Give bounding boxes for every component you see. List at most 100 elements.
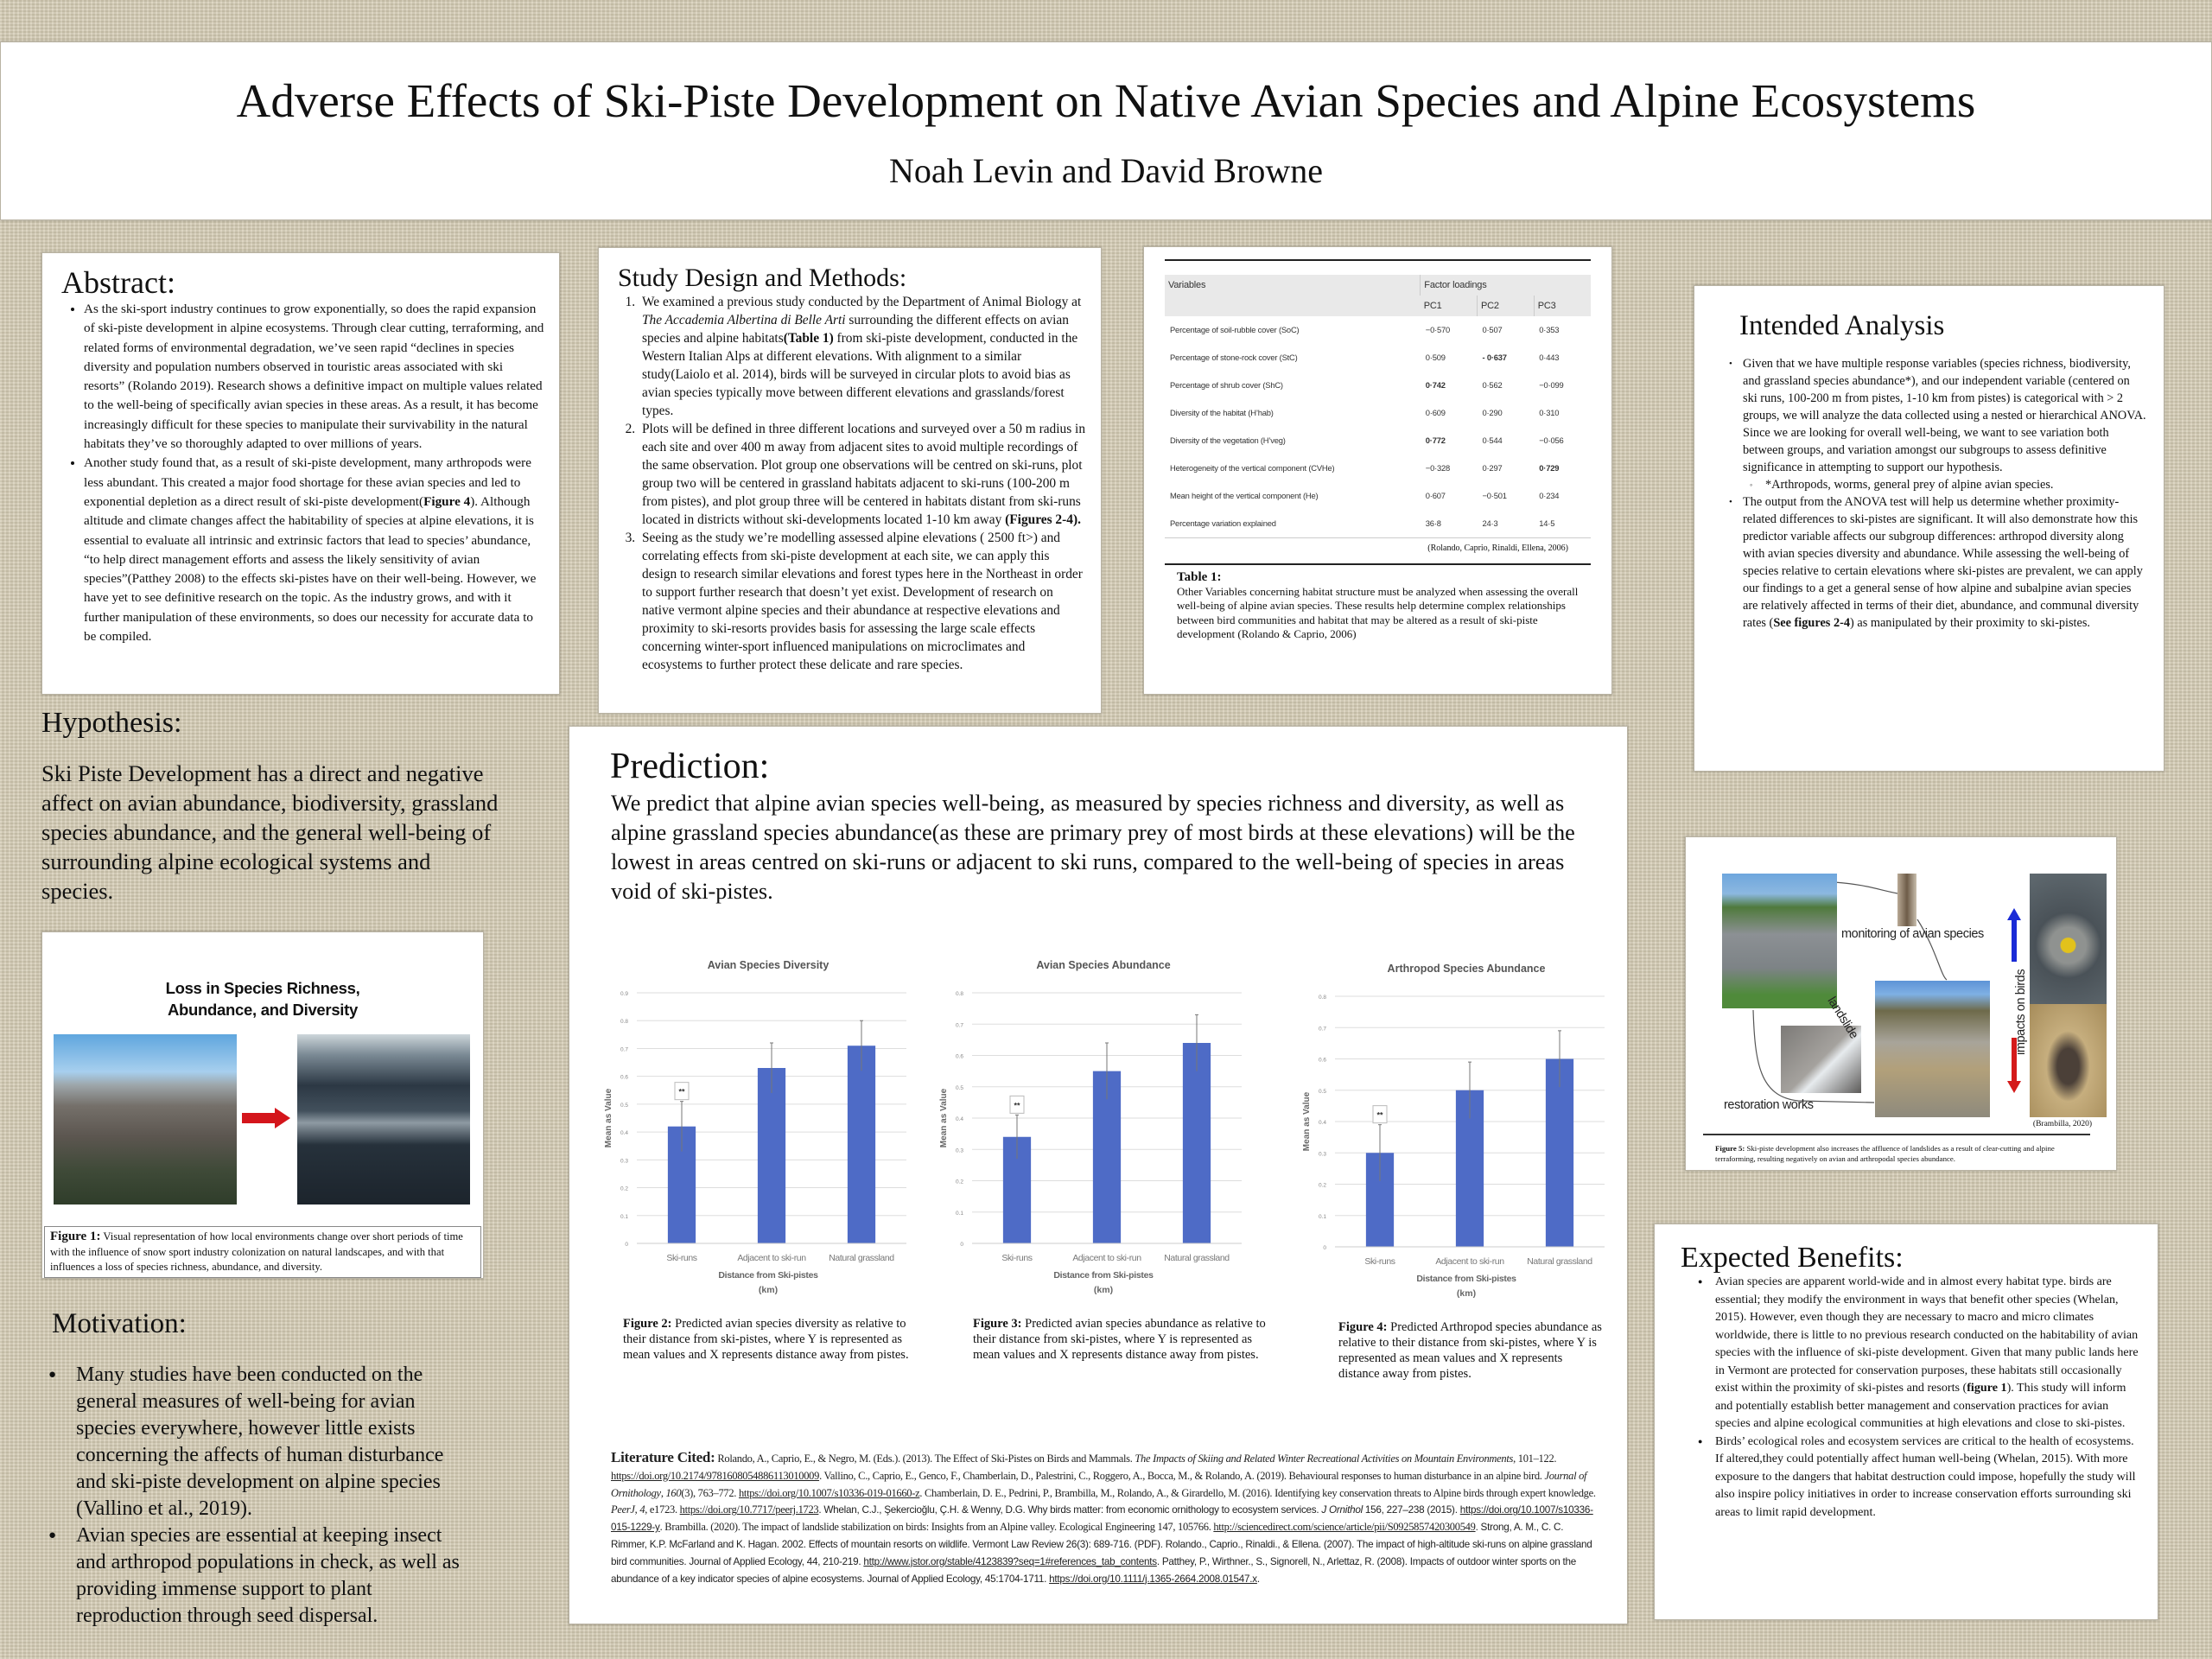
methods-panel: Study Design and Methods: We examined a …: [598, 247, 1102, 714]
methods-item: We examined a previous study conducted b…: [639, 293, 1087, 420]
row-label: Mean height of the vertical component (H…: [1170, 491, 1319, 500]
table-cell: 0·353: [1539, 325, 1560, 334]
x-axis-label: Distance from Ski-pistes: [718, 1270, 818, 1281]
abstract-item: Another study found that, as a result of…: [84, 454, 547, 646]
table-cell: 0·507: [1482, 325, 1503, 334]
y-axis-label: Mean as Value: [1302, 1091, 1312, 1151]
y-tick-label: 0.5: [620, 1103, 628, 1109]
text-segment: Rolando, A., Caprio, E., & Negro, M. (Ed…: [715, 1452, 1135, 1465]
label-monitoring: monitoring of avian species: [1841, 927, 1984, 941]
text-segment: . Chamberlain, D. E., Pedrini, P., Bramb…: [919, 1486, 1596, 1499]
table-cell: 0·509: [1425, 353, 1446, 362]
chart-title: Avian Species Abundance: [1036, 959, 1170, 971]
table-row: Percentage of soil-rubble cover (SoC) −0·…: [1165, 316, 1591, 344]
x-axis-label: Distance from Ski-pistes: [1416, 1274, 1516, 1284]
citation-link[interactable]: https://doi.org/10.1111/j.1365-2664.2008…: [1049, 1573, 1257, 1585]
text-segment: We examined a previous study conducted b…: [642, 295, 1082, 309]
abstract-item: As the ski-sport industry continues to g…: [84, 300, 547, 454]
text-segment: (Table 1): [783, 331, 834, 346]
figure1-title-line: Loss in Species Richness,: [165, 979, 360, 997]
poster-authors: Noah Levin and David Browne: [888, 151, 1324, 190]
abstract-heading: Abstract:: [61, 265, 175, 300]
citation-link[interactable]: https://doi.org/10.1007/s10336-015-1229-…: [611, 1504, 1593, 1534]
table-cell: −0·099: [1539, 380, 1564, 390]
figure4-caption: Figure 4: Predicted Arthropod species ab…: [1338, 1319, 1606, 1382]
x-tick-label: Ski-runs: [1364, 1256, 1395, 1267]
table-cell: 0·544: [1482, 435, 1503, 445]
table-row: Mean height of the vertical component (H…: [1165, 482, 1591, 510]
y-tick-label: 0.4: [1319, 1120, 1326, 1126]
significance-marker: **: [1014, 1101, 1020, 1109]
x-tick-label: Natural grassland: [1164, 1253, 1230, 1263]
text-segment: (Figures 2-4).: [1005, 512, 1081, 527]
literature-heading: Literature Cited:: [611, 1449, 715, 1465]
methods-heading: Study Design and Methods:: [618, 264, 907, 292]
y-tick-label: 0: [960, 1242, 963, 1248]
title-banner: Adverse Effects of Ski-Piste Development…: [0, 41, 2212, 220]
motivation-item: Avian species are essential at keeping i…: [48, 1522, 468, 1630]
arrow-down-icon: [2007, 1038, 2021, 1093]
citation-link[interactable]: http://sciencedirect.com/science/article…: [1213, 1521, 1476, 1534]
citation-link[interactable]: https://doi.org/10.2174/9781608054886113…: [611, 1469, 820, 1482]
text-segment: ) as manipulated by their proximity to s…: [1850, 616, 2090, 630]
figure1-title: Loss in Species Richness, Abundance, and …: [42, 977, 483, 1020]
x-axis-label-unit: (km): [1094, 1285, 1113, 1295]
figure1-panel: Loss in Species Richness, Abundance, and …: [41, 931, 484, 1279]
bar: [1182, 1043, 1211, 1243]
figure3-caption: Figure 3: Predicted avian species abunda…: [973, 1316, 1267, 1363]
prediction-text: We predict that alpine avian species wel…: [611, 791, 1575, 904]
row-label: Diversity of the habitat (H’hab): [1170, 408, 1274, 417]
y-axis-label: Mean as Value: [939, 1088, 949, 1147]
analysis-item-text: Given that we have multiple response var…: [1743, 357, 2146, 474]
figure4-caption-label: Figure 4:: [1338, 1320, 1388, 1334]
citation-link[interactable]: https://doi.org/10.1007/s10336-019-01660…: [738, 1486, 920, 1499]
x-tick-label: Ski-runs: [1001, 1253, 1032, 1263]
text-segment: surrounding the different effects on avi…: [642, 313, 1069, 346]
bar: [847, 1046, 876, 1243]
figure2-caption-text: Predicted avian species diversity as rel…: [623, 1317, 909, 1362]
benefits-item: Avian species are apparent world-wide an…: [1698, 1273, 2140, 1433]
text-segment: The output from the ANOVA test will help…: [1743, 495, 2143, 630]
table-row: Percentage variation explained 36·8 24·3 14…: [1165, 510, 1591, 538]
citation-link[interactable]: http://www.jstor.org/stable/4123839?seq=…: [863, 1555, 1157, 1567]
y-tick-label: 0.8: [1319, 995, 1326, 1001]
divider: [1165, 259, 1591, 261]
ski-resort-aerial-photo: [297, 1034, 470, 1205]
table-cell: 0·729: [1539, 463, 1560, 473]
poster-title: Adverse Effects of Ski-Piste Development…: [236, 74, 1976, 127]
text-segment: Avian species are apparent world-wide an…: [1715, 1274, 2139, 1395]
factor-loadings-table: Variables Factor loadings PC1 PC2 PC3 Perc…: [1165, 275, 1591, 538]
abstract-panel: Abstract: As the ski-sport industry cont…: [41, 252, 560, 695]
hypothesis-heading: Hypothesis:: [41, 707, 182, 739]
text-segment: 4: [639, 1503, 645, 1516]
figure4-caption-text: Predicted Arthropod species abundance as…: [1338, 1320, 1602, 1381]
text-segment: .: [1256, 1573, 1260, 1585]
text-segment: PeerJ: [611, 1503, 635, 1516]
divider: [1165, 563, 1591, 565]
bar: [1545, 1058, 1574, 1247]
text-segment: ,: [634, 1503, 640, 1516]
y-tick-label: 0.7: [1319, 1026, 1326, 1032]
table-cell: 14·5: [1534, 510, 1591, 538]
restoration-site-photo: [1781, 1026, 1861, 1093]
citation-link[interactable]: https://doi.org/10.7717/peerj.1723: [679, 1503, 819, 1516]
chart-avian-diversity: Avian Species Diversity 0 0.1 0.2 0.3 0.4 0.5 0…: [595, 950, 915, 1317]
text-segment: 160: [665, 1486, 682, 1499]
row-label: Diversity of the vegetation (H’veg): [1170, 435, 1286, 445]
text-segment: figure 1: [1967, 1381, 2007, 1395]
text-segment: As the ski-sport industry continues to g…: [84, 302, 544, 452]
table1-panel: Variables Factor loadings PC1 PC2 PC3 Perc…: [1143, 246, 1612, 695]
figure3-caption-label: Figure 3:: [973, 1317, 1022, 1331]
text-segment: . Brambilla. (2020). The impact of lands…: [659, 1521, 1214, 1534]
y-tick-label: 0.3: [1319, 1151, 1326, 1157]
text-segment: . Vallino, C., Caprio, E., Genco, F., Ch…: [819, 1469, 1545, 1482]
table-cell: 36·8: [1420, 510, 1478, 538]
benefits-heading: Expected Benefits:: [1681, 1242, 1904, 1274]
stabilized-slope-photo: [1875, 981, 1990, 1117]
x-tick-label: Natural grassland: [829, 1253, 894, 1263]
prediction-panel: Prediction: We predict that alpine avian…: [569, 726, 1628, 1624]
impact-arrows: [2007, 908, 2021, 1093]
y-tick-label: 0.7: [956, 1022, 963, 1028]
table-cell: 0·443: [1539, 353, 1560, 362]
text-segment: . Strong, A. M., C. C. Rimmer, K.P. McFa…: [611, 1522, 1592, 1567]
